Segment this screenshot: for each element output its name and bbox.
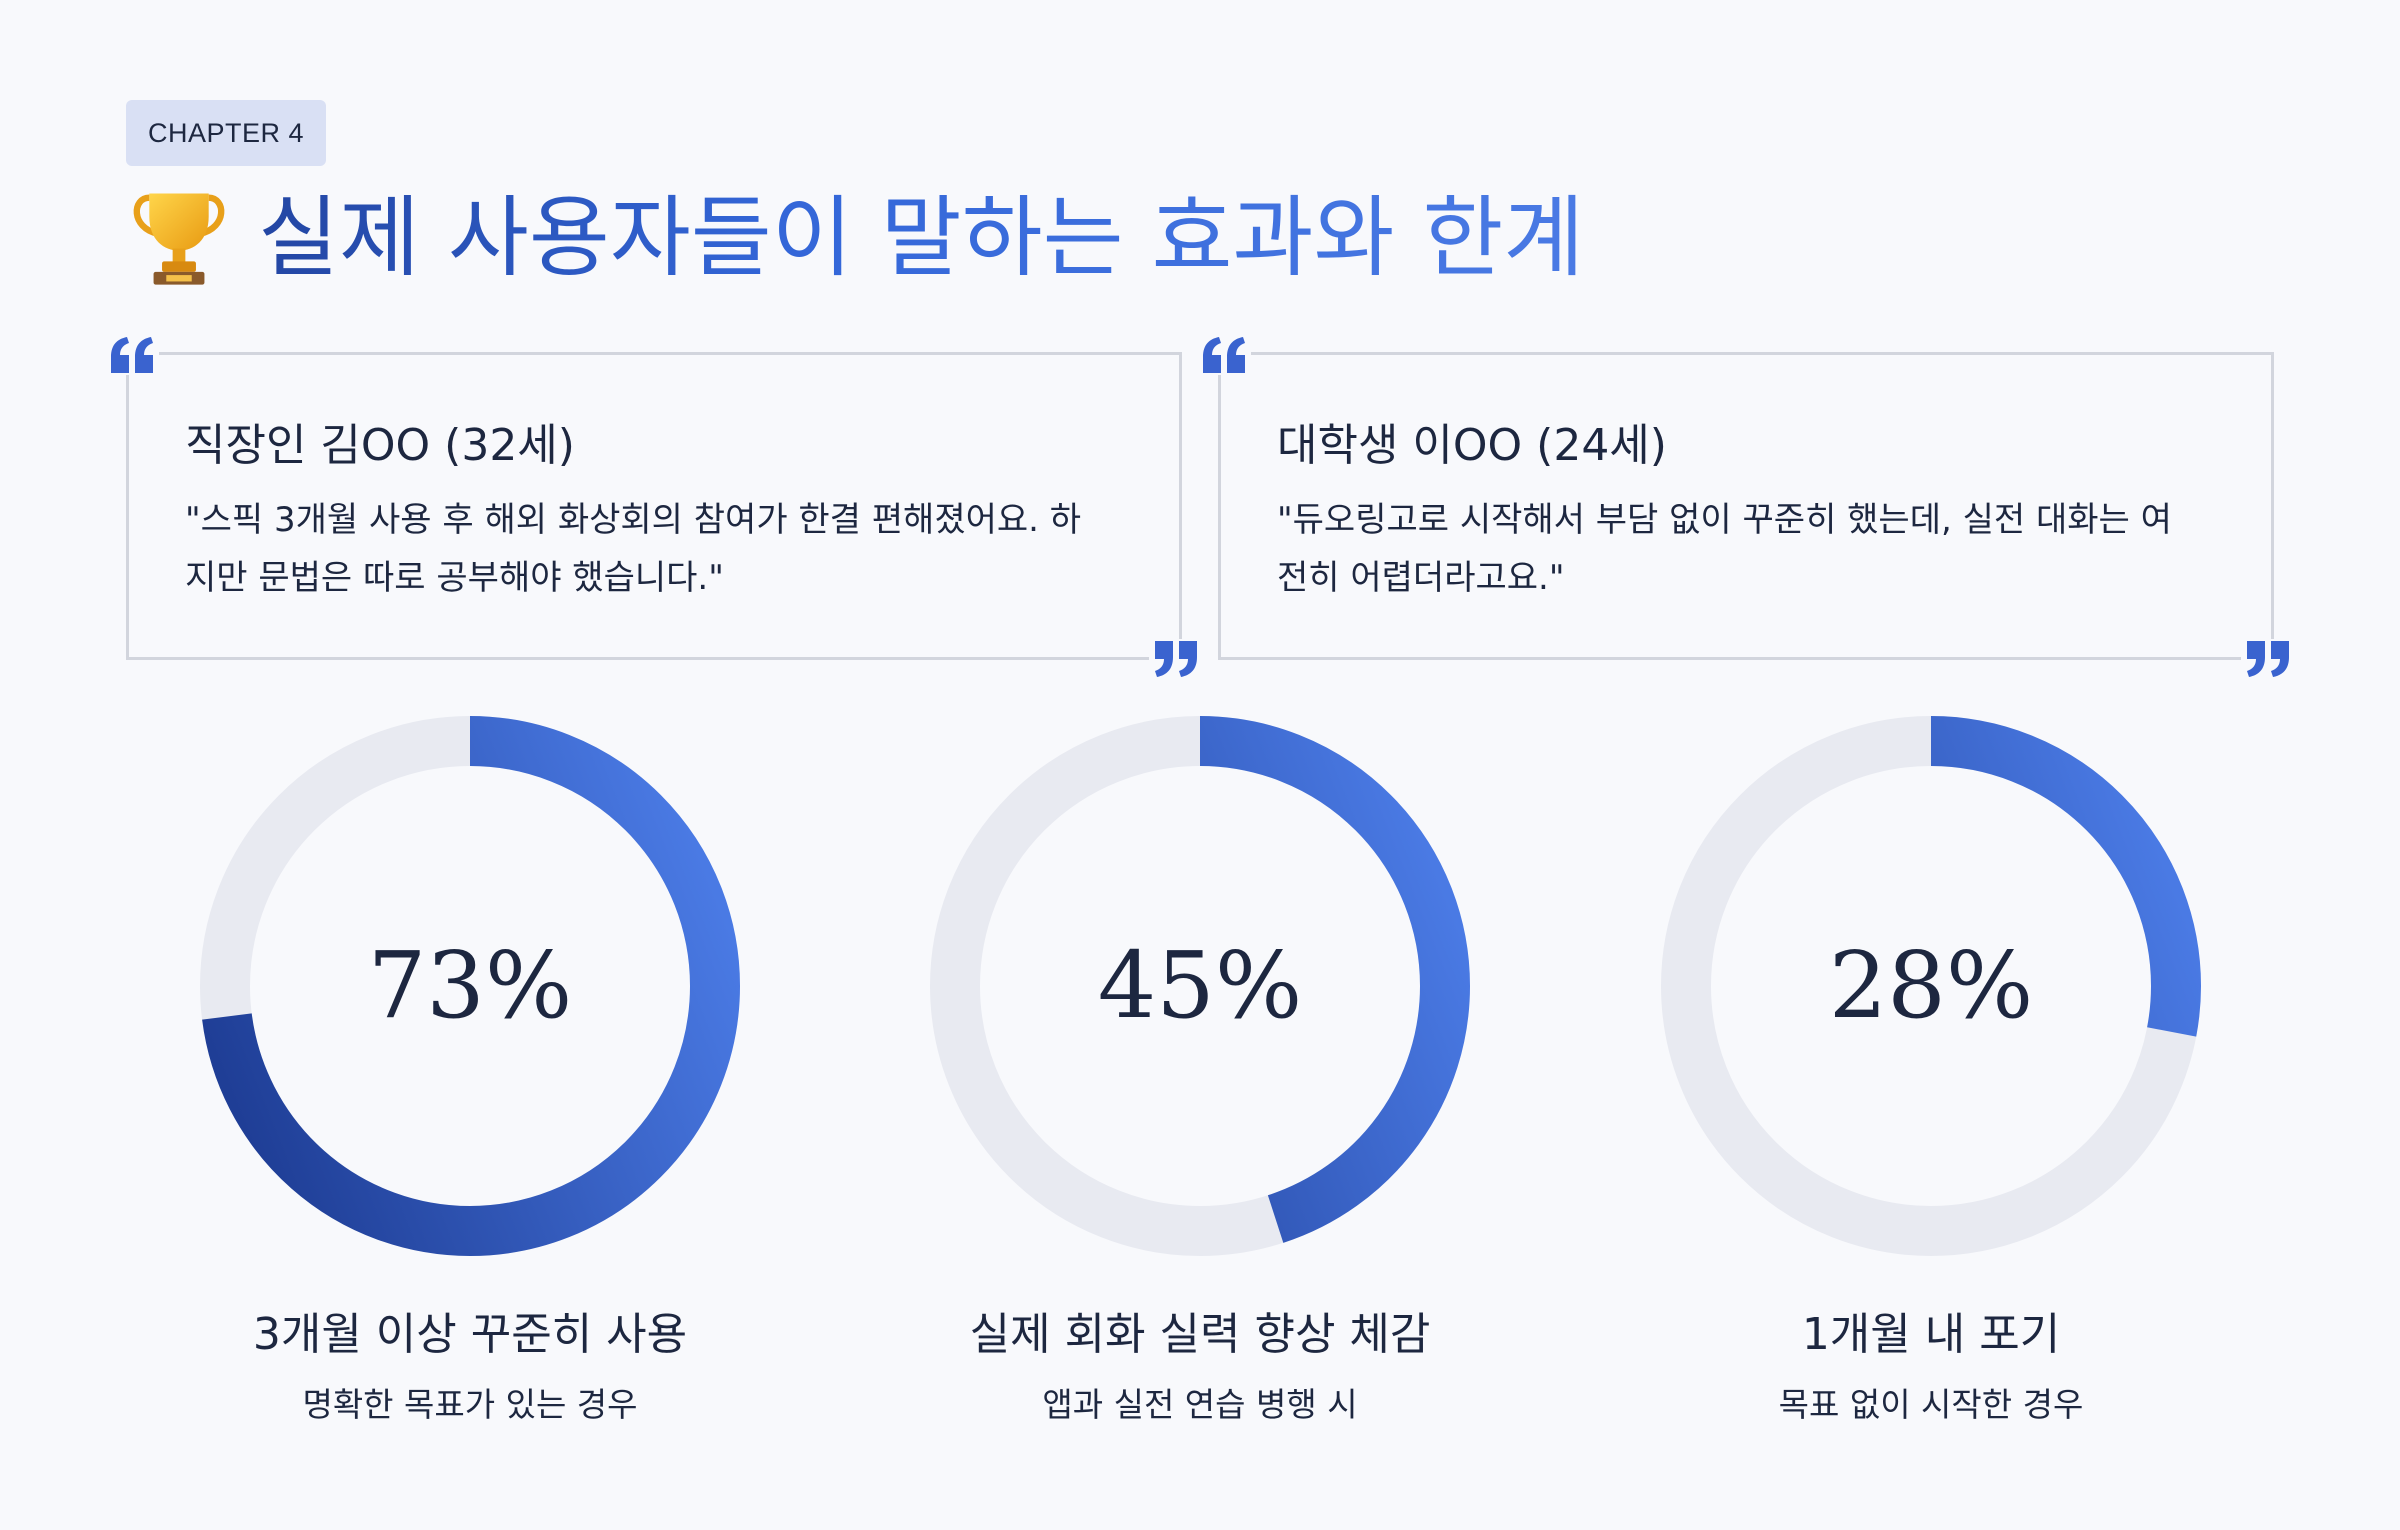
stat-sublabel: 앱과 실전 연습 병행 시 <box>1042 1385 1358 1424</box>
page-title-text: 실제 사용자들이 말하는 효과와 한계 <box>258 186 1585 289</box>
donut-chart <box>930 716 1470 1256</box>
stat-donut: 45% 실제 회화 실력 향상 체감 앱과 실전 연습 병행 시 <box>920 706 1480 1466</box>
testimonial-name: 대학생 이OO (24세) <box>1277 420 1667 471</box>
stat-sublabel: 명확한 목표가 있는 경우 <box>302 1385 638 1424</box>
stat-donut: 28% 1개월 내 포기 목표 없이 시작한 경우 <box>1651 706 2211 1466</box>
close-quote-icon <box>1149 639 1201 679</box>
testimonial-quote: "듀오링고로 시작해서 부담 없이 꾸준히 했는데, 실전 대화는 여전히 어렵… <box>1277 500 2172 598</box>
chapter-badge-label: CHAPTER 4 <box>148 117 305 148</box>
donut-value-arc <box>1661 716 2201 1256</box>
donut-value-arc <box>930 716 1470 1256</box>
close-quote-icon <box>2241 639 2293 679</box>
stat-percent: 73% <box>367 932 573 1039</box>
testimonial-card: 직장인 김OO (32세) "스픽 3개월 사용 후 해외 화상회의 참여가 한… <box>107 335 1201 679</box>
open-quote-icon <box>1199 335 1251 375</box>
stat-label: 3개월 이상 꾸준히 사용 <box>252 1309 688 1360</box>
trophy-icon <box>133 193 225 285</box>
open-quote-icon <box>107 335 159 375</box>
stat-percent: 28% <box>1828 932 2034 1039</box>
stat-donut: 73% 3개월 이상 꾸준히 사용 명확한 목표가 있는 경우 <box>190 706 750 1466</box>
page-title: 실제 사용자들이 말하는 효과와 한계 <box>126 178 1584 298</box>
testimonial-name: 직장인 김OO (32세) <box>185 420 575 471</box>
chapter-badge: CHAPTER 4 <box>126 100 327 166</box>
donut-chart <box>1661 716 2201 1256</box>
donut-chart <box>200 716 740 1256</box>
stat-sublabel: 목표 없이 시작한 경우 <box>1778 1385 2084 1424</box>
stat-label: 1개월 내 포기 <box>1801 1309 2061 1360</box>
stat-label: 실제 회화 실력 향상 체감 <box>969 1309 1431 1360</box>
testimonial-card: 대학생 이OO (24세) "듀오링고로 시작해서 부담 없이 꾸준히 했는데,… <box>1199 335 2293 679</box>
donut-value-arc <box>200 716 740 1256</box>
testimonial-quote: "스픽 3개월 사용 후 해외 화상회의 참여가 한결 편해졌어요. 하지만 문… <box>185 500 1082 598</box>
stat-percent: 45% <box>1097 932 1303 1039</box>
